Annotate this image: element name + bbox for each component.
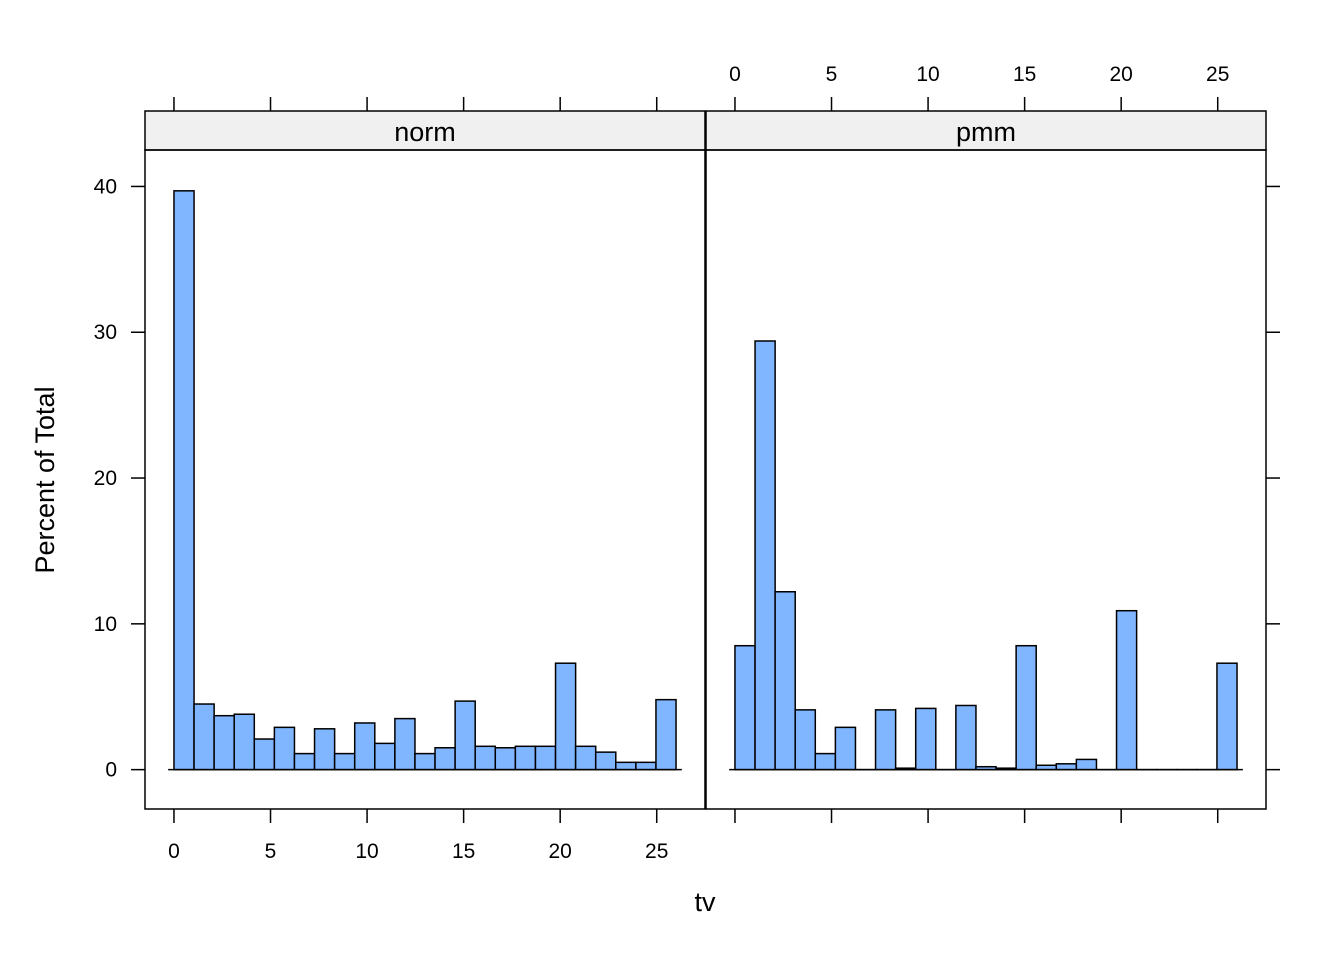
x-tick-label: 10: [916, 63, 939, 86]
histogram-bar: [414, 752, 436, 771]
y-tick-label: 40: [94, 175, 117, 198]
histogram-bar: [514, 745, 537, 771]
histogram-bar: [273, 726, 296, 771]
x-tick-label: 20: [548, 840, 571, 863]
y-tick-label: 30: [94, 321, 117, 344]
histogram-bar: [1075, 758, 1098, 771]
x-tick-label: 0: [729, 63, 741, 86]
x-axis-title: tv: [694, 887, 716, 917]
histogram-bar: [794, 709, 817, 771]
panels: norm 0 5 10 15 20 25 pmm 0 5 10 15 20 25 0 10 20 30 40: [94, 63, 1280, 863]
histogram-bar: [434, 747, 456, 771]
x-tick-label: 15: [1013, 63, 1036, 86]
x-tick-label: 25: [1206, 63, 1229, 86]
x-tick-label: 5: [826, 63, 838, 86]
histogram-bar: [734, 644, 756, 771]
x-tick-label: 25: [645, 840, 668, 863]
histogram-bar: [594, 751, 617, 771]
histogram-bar: [394, 717, 416, 771]
x-tick-label: 10: [355, 840, 378, 863]
y-tick-label: 0: [105, 759, 117, 782]
panel-frame: [144, 149, 706, 810]
x-tick-label: 15: [452, 840, 475, 863]
y-tick-label: 20: [94, 467, 117, 490]
histogram-bar: [874, 709, 897, 771]
strip-label: norm: [394, 117, 456, 147]
histogram-bar: [374, 742, 396, 771]
x-tick-label: 0: [168, 840, 180, 863]
histogram-bar: [454, 700, 476, 771]
histogram-bar: [1216, 662, 1238, 771]
histogram-bar: [635, 761, 657, 771]
histogram-bar: [293, 752, 316, 771]
histogram-bar: [814, 752, 837, 771]
histogram-bar: [834, 726, 857, 771]
histogram-bar: [534, 745, 557, 771]
panel-norm: norm 0 5 10 15 20 25: [144, 97, 706, 863]
histogram-bar: [313, 728, 336, 771]
histogram-bar: [1115, 609, 1138, 771]
histogram-bar: [914, 707, 937, 771]
strip: [144, 110, 706, 151]
histogram-bar: [253, 738, 276, 771]
histogram-bar: [353, 722, 376, 771]
x-tick-label: 5: [265, 840, 277, 863]
histogram-bar: [1055, 763, 1078, 771]
y-tick-label: 10: [94, 613, 117, 636]
histogram-bar: [774, 591, 796, 771]
histogram-bar: [494, 747, 517, 771]
strip-label: pmm: [956, 117, 1016, 147]
histogram-bar: [554, 662, 577, 771]
panel-pmm: pmm 0 5 10 15 20 25: [705, 63, 1267, 823]
histogram-bar: [655, 698, 677, 771]
x-tick-label: 20: [1109, 63, 1132, 86]
histogram-bar: [1015, 644, 1037, 771]
y-axis-title: Percent of Total: [30, 386, 60, 573]
histogram-bar: [574, 745, 597, 771]
panel-frame: [705, 149, 1267, 810]
histogram-bar: [193, 703, 215, 771]
histogram-bar: [333, 752, 356, 771]
histogram-bar: [754, 340, 776, 771]
histogram-bar: [233, 713, 256, 771]
histogram-bar: [474, 745, 497, 771]
histogram-bar: [615, 761, 637, 771]
histogram-bar: [173, 190, 195, 771]
histogram-bar: [955, 704, 977, 771]
histogram-bar: [213, 714, 235, 771]
